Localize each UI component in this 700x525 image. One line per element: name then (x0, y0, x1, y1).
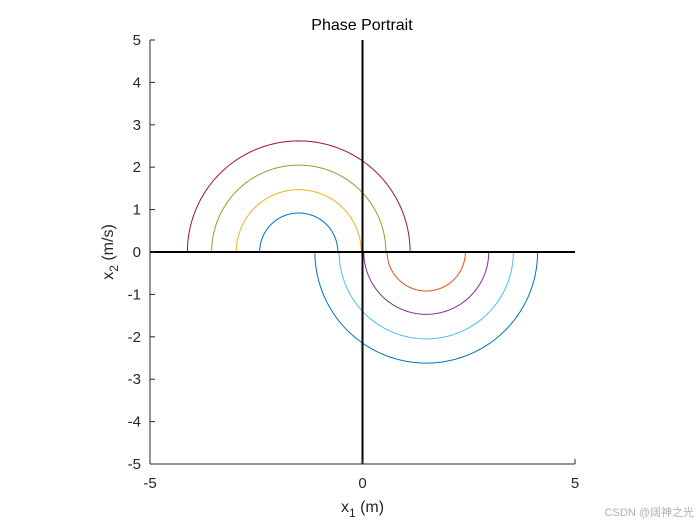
plot-lines (186, 140, 539, 364)
chart-title: Phase Portrait (311, 17, 413, 34)
x-tick-label: 0 (358, 475, 366, 492)
y-axis-label: x2 (m/s) (100, 224, 121, 280)
y-tick-label: 2 (133, 159, 141, 176)
x-axis-label: x1 (m) (341, 499, 384, 520)
series-line-8 (314, 251, 539, 364)
series-line-6 (363, 251, 490, 315)
watermark-text: CSDN @阔神之光 (605, 505, 694, 519)
series-line-7 (338, 251, 514, 340)
x-tick-label: -5 (143, 475, 156, 492)
series-line-1 (259, 212, 339, 253)
y-tick-label: -1 (128, 286, 141, 303)
y-tick-label: -5 (128, 456, 141, 473)
series-line-4 (186, 140, 411, 253)
y-tick-label: 5 (133, 32, 141, 49)
x-tick-label: 5 (571, 475, 579, 492)
series-line-3 (211, 164, 387, 253)
axis-labels: x1 (m) x2 (m/s) (100, 224, 384, 520)
ticks: 5 4 3 2 1 0 -1 -2 -3 -4 -5-5 0 5 (128, 32, 580, 492)
y-tick-label: -4 (128, 414, 141, 431)
y-tick-label: -2 (128, 329, 141, 346)
series-line-2 (235, 189, 362, 253)
series-line-5 (386, 251, 466, 292)
axes (149, 40, 575, 465)
y-tick-label: 0 (133, 244, 141, 261)
y-tick-label: 1 (133, 202, 141, 219)
y-tick-label: -3 (128, 371, 141, 388)
y-tick-label: 4 (133, 74, 141, 91)
y-tick-label: 3 (133, 117, 141, 134)
